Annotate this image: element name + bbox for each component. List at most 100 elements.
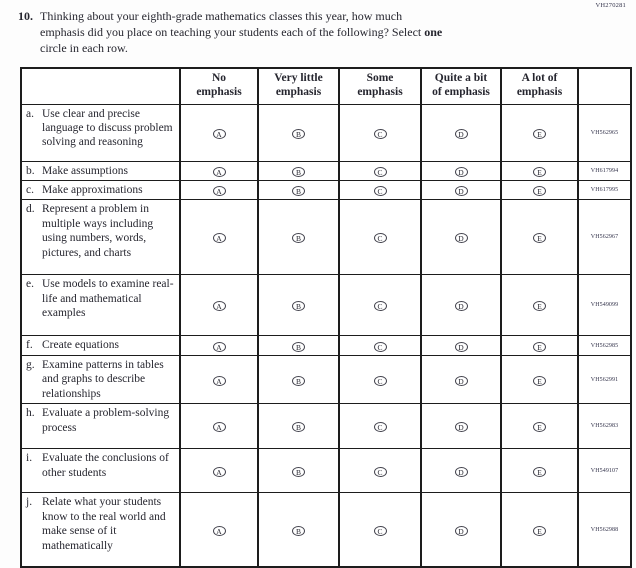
answer-bubble-b[interactable]: B [292,341,305,352]
answer-bubble-c[interactable]: C [373,233,387,244]
table-row: d. Represent a problem in multiple ways … [20,199,632,276]
answer-bubble-d[interactable]: D [454,166,468,177]
answer-cell: C [338,403,422,450]
answer-bubble-b[interactable]: B [292,301,305,312]
answer-bubble-c[interactable]: C [373,466,387,477]
answer-bubble-a[interactable]: A [212,422,226,433]
answer-bubble-d[interactable]: D [454,186,468,197]
table-row: e. Use models to examine real-life and m… [20,274,632,337]
answer-bubble-c[interactable]: C [373,341,387,352]
row-code: VH549107 [577,448,632,494]
answer-bubble-c[interactable]: C [373,422,387,433]
answer-cell: B [257,274,340,337]
row-code: VH562991 [577,354,632,405]
answer-bubble-e[interactable]: E [533,466,546,477]
answer-bubble-e[interactable]: E [533,166,546,177]
row-letter: g. [26,358,35,371]
answer-bubble-a[interactable]: A [212,525,226,536]
answer-cell: A [179,354,259,405]
answer-bubble-c[interactable]: C [373,301,387,312]
question-line-2-text: emphasis did you place on teaching your … [40,24,425,39]
answer-cell: E [500,103,579,162]
answer-bubble-c[interactable]: C [373,525,387,536]
question-line-2: emphasis did you place on teaching your … [40,25,442,41]
row-stem: Make approximations [42,183,143,196]
row-stem-cell: b. Make assumptions [20,160,181,181]
answer-cell: E [500,199,579,276]
row-stem: Evaluate the conclusions of other studen… [42,452,169,479]
answer-bubble-a[interactable]: A [212,186,226,197]
answer-bubble-a[interactable]: A [212,166,226,177]
answer-bubble-c[interactable]: C [373,166,387,177]
answer-bubble-d[interactable]: D [454,375,468,386]
answer-bubble-e[interactable]: E [533,233,546,244]
answer-bubble-a[interactable]: A [212,128,226,139]
answer-bubble-a[interactable]: A [212,301,226,312]
answer-cell: A [179,335,259,356]
answer-bubble-b[interactable]: B [292,466,305,477]
answer-cell: B [257,448,340,494]
answer-bubble-e[interactable]: E [533,301,546,312]
answer-bubble-b[interactable]: B [292,166,305,177]
answer-bubble-e[interactable]: E [533,525,546,536]
header-some-emphasis: Some emphasis [338,67,422,105]
answer-cell: D [420,403,502,450]
answer-bubble-d[interactable]: D [454,422,468,433]
answer-bubble-d[interactable]: D [454,301,468,312]
answer-cell: A [179,274,259,337]
answer-bubble-c[interactable]: C [373,186,387,197]
answer-bubble-b[interactable]: B [292,186,305,197]
header-no-emphasis: No emphasis [179,67,259,105]
answer-cell: D [420,492,502,568]
answer-bubble-a[interactable]: A [212,375,226,386]
question-text: Thinking about your eighth-grade mathema… [40,9,442,56]
answer-cell: D [420,448,502,494]
question-line-1: Thinking about your eighth-grade mathema… [40,9,403,23]
header-blank [20,67,181,105]
row-letter: h. [26,407,35,420]
answer-cell: B [257,403,340,450]
row-letter: j. [26,496,33,509]
answer-bubble-d[interactable]: D [454,233,468,244]
answer-bubble-a[interactable]: A [212,233,226,244]
answer-bubble-d[interactable]: D [454,341,468,352]
answer-bubble-b[interactable]: B [292,128,305,139]
row-stem-cell: h. Evaluate a problem-solving process [20,403,181,450]
answer-bubble-a[interactable]: A [212,341,226,352]
answer-cell: A [179,160,259,181]
row-letter: b. [26,164,35,177]
answer-bubble-d[interactable]: D [454,525,468,536]
row-stem: Relate what your students know to the re… [42,496,166,552]
answer-cell: B [257,103,340,162]
answer-bubble-d[interactable]: D [454,128,468,139]
answer-bubble-b[interactable]: B [292,422,305,433]
answer-cell: D [420,199,502,276]
answer-cell: C [338,160,422,181]
answer-cell: A [179,103,259,162]
answer-cell: C [338,492,422,568]
answer-cell: E [500,354,579,405]
answer-cell: C [338,335,422,356]
answer-bubble-d[interactable]: D [454,466,468,477]
answer-bubble-b[interactable]: B [292,375,305,386]
answer-bubble-e[interactable]: E [533,186,546,197]
answer-bubble-c[interactable]: C [373,375,387,386]
header-very-little-emphasis: Very little emphasis [257,67,340,105]
answer-bubble-c[interactable]: C [373,128,387,139]
answer-bubble-a[interactable]: A [212,466,226,477]
answer-bubble-e[interactable]: E [533,341,546,352]
question-number: 10. [18,9,33,23]
answer-cell: C [338,103,422,162]
answer-bubble-e[interactable]: E [533,422,546,433]
answer-bubble-e[interactable]: E [533,128,546,139]
answer-bubble-e[interactable]: E [533,375,546,386]
row-code: VH562988 [577,492,632,568]
table-row: c. Make approximations A B C D E VH617995 [20,179,632,201]
row-letter: c. [26,183,34,196]
answer-cell: B [257,492,340,568]
row-code: VH617994 [577,160,632,181]
answer-bubble-b[interactable]: B [292,233,305,244]
table-row: a. Use clear and precise language to dis… [20,103,632,162]
answer-cell: E [500,403,579,450]
answer-bubble-b[interactable]: B [292,525,305,536]
